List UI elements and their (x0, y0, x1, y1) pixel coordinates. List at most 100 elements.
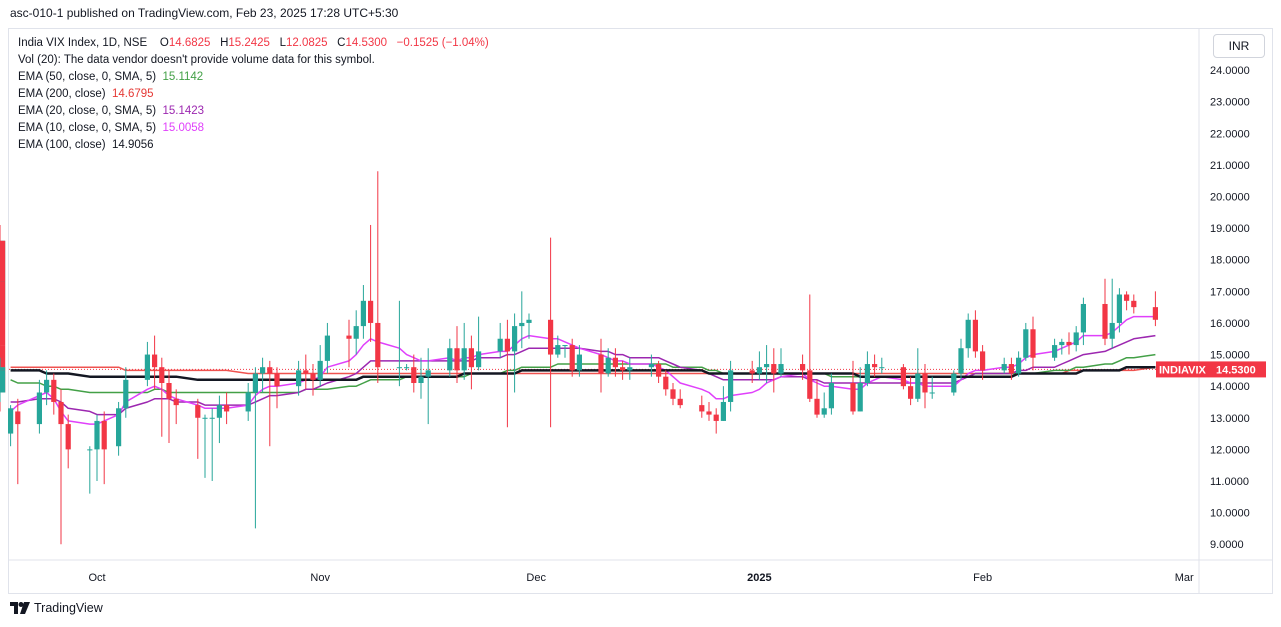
candle (1052, 338, 1058, 361)
indicator-value: 15.1142 (162, 71, 204, 83)
candle (728, 360, 734, 412)
tradingview-logo[interactable]: TradingView (10, 601, 103, 615)
candle-body (980, 351, 986, 371)
last-price-badge: INDIAVIX 14.5300 (1156, 361, 1266, 378)
candle (260, 357, 266, 393)
candle (1030, 316, 1036, 371)
candle-body (864, 364, 870, 383)
candle-body (850, 383, 856, 412)
candle (771, 348, 777, 393)
chart-frame[interactable] (8, 28, 1273, 594)
candle-body (828, 383, 834, 409)
candle (706, 401, 712, 421)
candle (0, 294, 6, 368)
candle (368, 224, 374, 342)
candle (195, 398, 201, 459)
close-value: 14.5300 (345, 37, 388, 49)
candle-body (677, 398, 683, 406)
candle (749, 360, 755, 383)
candle-body (36, 392, 42, 425)
open-value: 14.6825 (168, 37, 211, 49)
candle (814, 379, 820, 418)
candle-body (1102, 303, 1108, 339)
candle-body (411, 367, 417, 383)
indicator-ema-50[interactable]: EMA (50, close, 0, SMA, 5) 15.1142 (18, 69, 489, 86)
indicator-ema-200[interactable]: EMA (200, close) 14.6795 (18, 86, 489, 103)
candle-body (346, 335, 352, 339)
candle (699, 395, 705, 418)
candle (65, 414, 71, 469)
candle-body (296, 370, 302, 387)
candle-body (144, 354, 150, 380)
indicator-ema-10[interactable]: EMA (10, close, 0, SMA, 5) 15.0058 (18, 120, 489, 137)
candle (857, 367, 863, 412)
open-label: O (159, 37, 169, 49)
candle-body (123, 379, 129, 409)
candle (663, 370, 669, 396)
candle-body (216, 405, 222, 418)
symbol-name[interactable]: India VIX Index, 1D, NSE (18, 37, 148, 49)
candle (411, 354, 417, 393)
candle-body (1152, 307, 1158, 320)
candle-body (65, 424, 71, 450)
candle-body (1109, 322, 1115, 339)
price-tick-label: 24.0000 (1210, 65, 1250, 77)
candle (8, 405, 14, 447)
candle-body (159, 367, 165, 383)
candle (1059, 338, 1065, 355)
price-tick-label: 21.0000 (1210, 160, 1250, 172)
candle (476, 316, 482, 371)
candle-body (353, 326, 359, 339)
candle (1102, 278, 1108, 346)
indicator-label: EMA (20, close, 0, SMA, 5) (18, 105, 157, 117)
indicator-ema-20[interactable]: EMA (20, close, 0, SMA, 5) 15.1423 (18, 103, 489, 120)
candle (310, 364, 316, 396)
ema-20-line (10, 334, 1156, 416)
candle-body (1131, 300, 1137, 308)
candle-body (0, 281, 6, 295)
candle (519, 291, 525, 349)
candle-body (0, 370, 6, 393)
candle (1080, 297, 1086, 346)
candle (94, 414, 100, 481)
price-tick-label: 18.0000 (1210, 255, 1250, 267)
candle-body (555, 345, 561, 355)
candle (828, 373, 834, 415)
candle (1073, 326, 1079, 352)
price-tick-label: 14.0000 (1210, 381, 1250, 393)
candle (303, 354, 309, 390)
low-value: 12.0825 (285, 37, 328, 49)
candle (1152, 291, 1158, 327)
candle (1001, 357, 1007, 374)
indicator-ema-100[interactable]: EMA (100, close) 14.9056 (18, 137, 489, 154)
candle (0, 357, 6, 380)
candle-body (771, 364, 777, 374)
indicator-label: EMA (100, close) (18, 139, 106, 151)
candle (0, 335, 6, 387)
candle-body (454, 348, 460, 371)
last-price-value: 14.5300 (1216, 364, 1256, 376)
candle (216, 395, 222, 444)
candle (152, 335, 158, 390)
candle-body (656, 364, 662, 377)
candle-body (224, 405, 230, 412)
candle (173, 389, 179, 425)
candle (764, 345, 770, 383)
currency-button[interactable]: INR (1213, 34, 1265, 58)
candle-body (908, 386, 914, 399)
close-label: C (337, 37, 346, 49)
candle-body (260, 367, 266, 374)
price-tick-label: 13.0000 (1210, 413, 1250, 425)
candle (425, 348, 431, 425)
candle-body (0, 294, 6, 346)
candle (360, 285, 366, 339)
volume-legend[interactable]: Vol (20): The data vendor doesn't provid… (18, 52, 489, 69)
candle-body (879, 367, 885, 369)
candle (548, 237, 554, 428)
indicator-value: 14.9056 (111, 139, 154, 151)
candle-body (728, 370, 734, 402)
candle (670, 383, 676, 406)
candle (1066, 332, 1072, 355)
candle (569, 338, 575, 377)
